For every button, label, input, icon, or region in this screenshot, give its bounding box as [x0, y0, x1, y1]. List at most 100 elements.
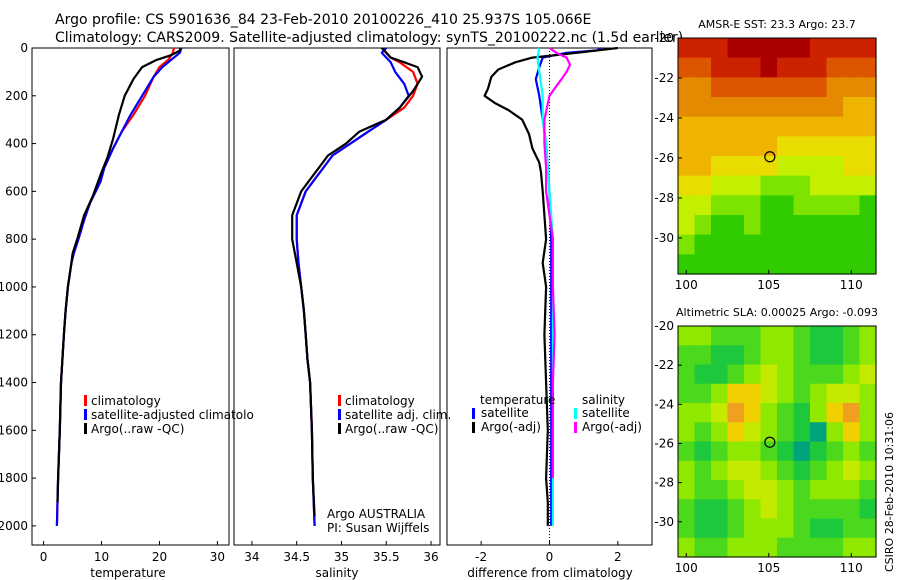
- sst_map-cell: [694, 57, 712, 78]
- sst_map-cell: [859, 254, 877, 275]
- sst_map-cell: [727, 156, 745, 177]
- sst_map-cell: [760, 215, 778, 236]
- sst_map-cell: [826, 175, 844, 196]
- sst_map-cell: [810, 195, 828, 216]
- sla_map-ytick-label: -22: [654, 358, 674, 372]
- sst_map-cell: [793, 97, 811, 118]
- sla_map-cell: [777, 441, 795, 462]
- sst_map-cell: [744, 116, 762, 137]
- sla_map-cell: [744, 422, 762, 443]
- sst_map-cell: [826, 234, 844, 255]
- salinity-xlabel: salinity: [315, 566, 358, 580]
- sla_map-cell: [843, 480, 861, 500]
- sla_map-cell: [826, 345, 844, 366]
- sla_map-cell: [843, 441, 861, 462]
- sla_map-cell: [727, 345, 745, 366]
- sla_map-cell: [810, 364, 828, 385]
- sst-map: 100 105 110 -20 -22 -24 -26 -28 -30: [654, 31, 877, 292]
- sst_map-cell: [843, 195, 861, 216]
- sst_map-cell: [744, 215, 762, 236]
- sst_map-cell: [843, 234, 861, 255]
- sla_map-xtick-label: 110: [840, 561, 863, 575]
- sla_map-cell: [777, 518, 795, 539]
- sla_map-cell: [859, 518, 877, 539]
- sst_map-cell: [793, 116, 811, 137]
- sla_map-cell: [777, 383, 795, 404]
- sst-map-frame: [677, 37, 877, 275]
- sla_map-cell: [711, 441, 729, 462]
- sla_map-cell: [727, 403, 745, 423]
- sst_map-cell: [777, 156, 795, 177]
- sla_map-cell: [810, 383, 828, 404]
- sla_map-cell: [826, 326, 844, 346]
- sla_map-cell: [678, 480, 696, 500]
- sla_map-cell: [777, 326, 795, 346]
- sst_map-cell: [826, 215, 844, 236]
- sla_map-cell: [859, 499, 877, 520]
- difference-series-salinity-argo: [543, 47, 572, 479]
- temperature-series-climatology: [55, 47, 176, 526]
- sla_map-cell: [694, 364, 712, 385]
- sla_map-cell: [760, 326, 778, 346]
- sst_map-cell: [859, 38, 877, 59]
- sst_map-cell: [678, 57, 696, 78]
- sst_map-cell: [678, 116, 696, 137]
- sst_map-cell: [777, 57, 795, 78]
- difference-series-temperature-argo: [483, 46, 618, 526]
- temperature-ytick-label: 1800: [0, 471, 28, 485]
- sla_map-cell: [859, 383, 877, 404]
- sla_map-cell: [711, 480, 729, 500]
- sst_map-cell: [678, 77, 696, 98]
- sst_map-cell: [760, 77, 778, 98]
- sla_map-cell: [810, 499, 828, 520]
- sla_map-cell: [744, 480, 762, 500]
- sla_map-cell: [711, 403, 729, 423]
- sla_map-cell: [711, 499, 729, 520]
- sla_map-cell: [694, 460, 712, 481]
- sla_map-cell: [694, 518, 712, 539]
- legend-swatch-argo: [338, 423, 341, 434]
- sst_map-cell: [826, 97, 844, 118]
- sla_map-cell: [793, 518, 811, 539]
- sst_map-ytick-label: -26: [654, 151, 674, 165]
- sla_map-cell: [727, 383, 745, 404]
- sst_map-cell: [810, 215, 828, 236]
- sla_map-cell: [727, 518, 745, 539]
- sst_map-cell: [843, 215, 861, 236]
- sst_map-cell: [859, 215, 877, 236]
- sla_map-cell: [793, 403, 811, 423]
- sla_map-cell: [777, 345, 795, 366]
- legend-label-satellite: satellite adj. clim.: [345, 408, 451, 422]
- sst_map-cell: [711, 38, 729, 59]
- sst_map-cell: [727, 116, 745, 137]
- sla_map-cell: [843, 518, 861, 539]
- sst_map-cell: [810, 136, 828, 157]
- sla_map-cell: [727, 326, 745, 346]
- legend-label-argo: Argo(..raw -QC): [91, 422, 184, 436]
- sst_map-cell: [744, 175, 762, 196]
- sst_map-cell: [826, 77, 844, 98]
- sst_map-cell: [694, 195, 712, 216]
- sla_map-cell: [810, 345, 828, 366]
- legend-label-sal-argo: Argo(-adj): [582, 420, 642, 434]
- sst_map-cell: [760, 116, 778, 137]
- sst_map-cell: [793, 38, 811, 59]
- sla_map-cell: [744, 364, 762, 385]
- sst-map-title: AMSR-E SST: 23.3 Argo: 23.7: [698, 18, 856, 31]
- sla_map-cell: [793, 345, 811, 366]
- sla_map-cell: [711, 345, 729, 366]
- sla_map-cell: [727, 537, 745, 558]
- sla_map-cell: [727, 422, 745, 443]
- sla_map-cell: [826, 422, 844, 443]
- sst_map-cell: [694, 77, 712, 98]
- sst_map-cell: [826, 38, 844, 59]
- sst_map-ytick-label: -24: [654, 111, 674, 125]
- sst_map-cell: [678, 195, 696, 216]
- sst_map-cell: [777, 77, 795, 98]
- sst_map-cell: [744, 97, 762, 118]
- sst_map-cell: [760, 234, 778, 255]
- sla_map-cell: [678, 518, 696, 539]
- salinity-frame: [233, 47, 441, 546]
- sst_map-cell: [793, 195, 811, 216]
- temperature-ytick-label: 600: [5, 184, 28, 198]
